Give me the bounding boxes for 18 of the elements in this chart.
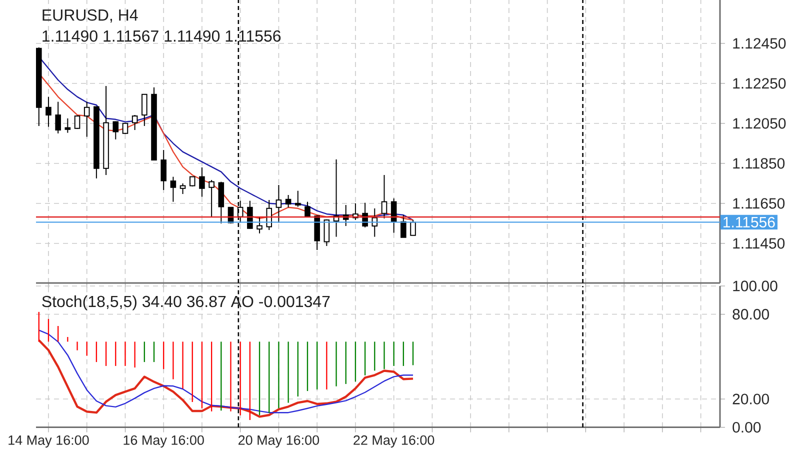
y-tick-label: 1.11650 (733, 198, 785, 209)
y-tick-label: 0.00 (732, 422, 761, 433)
ref-line-label: 1.11556 (724, 216, 775, 228)
y-tick-label: 1.11450 (733, 238, 785, 249)
x-tick-label: 22 May 16:00 (354, 435, 434, 448)
y-tick-label: 1.11850 (733, 158, 785, 169)
x-tick-label: 16 May 16:00 (124, 435, 204, 448)
x-tick-label: 14 May 16:00 (8, 435, 89, 448)
y-tick-label: 1.12450 (733, 38, 786, 49)
text: EURUSD, H4 (42, 9, 138, 23)
y-tick-label: 100.00 (733, 280, 778, 292)
x-tick-label: 20 May 16:00 (238, 435, 320, 448)
text: Stoch(18,5,5) 34.40 36.87 AO -0.001347 (42, 295, 330, 310)
y-tick-label: 80.00 (732, 308, 769, 320)
y-tick-label: 20.00 (732, 394, 769, 404)
text: 1.11490 1.11567 1.11490 1.11556 (42, 30, 281, 42)
y-tick-label: 1.12250 (733, 78, 786, 89)
y-tick-label: 1.12050 (733, 118, 786, 129)
